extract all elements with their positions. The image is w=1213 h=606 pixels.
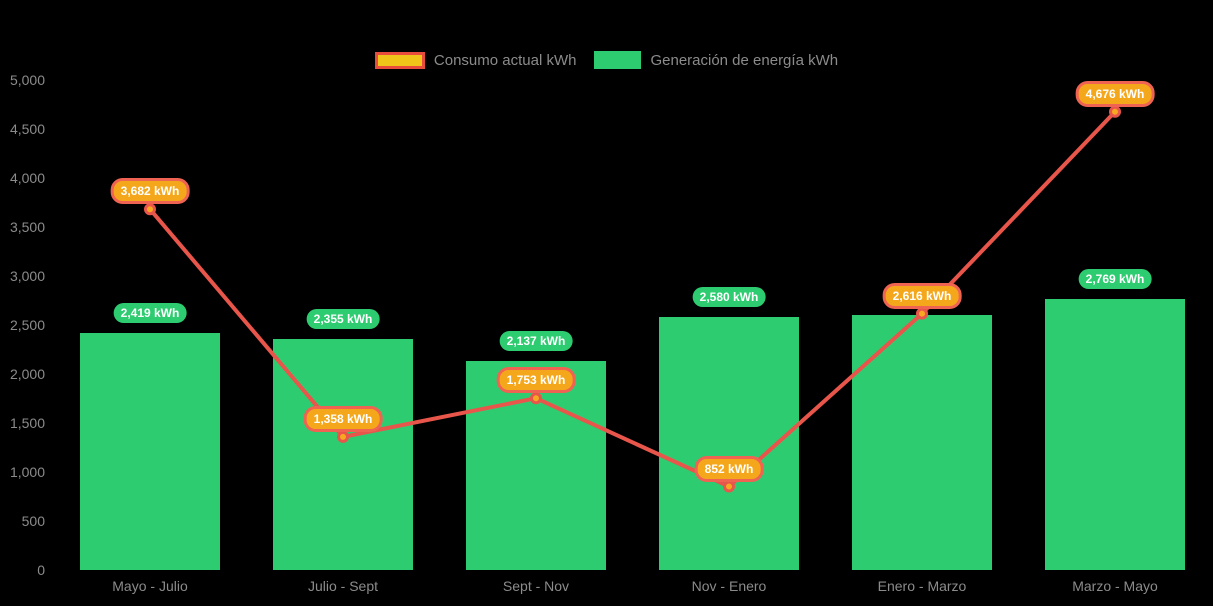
x-label-1: Julio - Sept	[307, 578, 379, 594]
x-label-2: Sept - Nov	[502, 578, 570, 594]
legend-label-consumo: Consumo actual kWh	[433, 51, 577, 69]
bar-badge-2: 2,137 kWh	[499, 330, 573, 351]
line-badge-5: 4,676 kWh	[1075, 80, 1155, 107]
legend-item-generacion[interactable]: Generación de energía kWh	[594, 51, 838, 69]
y-tick-5000: 5,000	[9, 72, 45, 88]
consumo-point-1[interactable]	[337, 430, 349, 443]
bar-badge-1: 2,355 kWh	[306, 309, 380, 330]
line-badge-1: 1,358 kWh	[303, 405, 383, 432]
legend-item-consumo[interactable]: Consumo actual kWh	[374, 51, 577, 69]
y-tick-2500: 2,500	[9, 317, 45, 333]
consumo-point-4[interactable]	[916, 307, 928, 320]
x-label-0: Mayo - Julio	[112, 578, 188, 594]
bar-0[interactable]	[80, 332, 220, 570]
chart-legend: Consumo actual kWh Generación de energía…	[0, 51, 1213, 69]
x-label-3: Nov - Enero	[691, 578, 767, 594]
line-badge-2: 1,753 kWh	[496, 367, 576, 394]
consumo-point-2[interactable]	[530, 392, 542, 405]
y-tick-3000: 3,000	[9, 268, 45, 284]
line-badge-4: 2,616 kWh	[882, 282, 962, 309]
bar-badge-0: 2,419 kWh	[113, 302, 187, 323]
line-badge-3: 852 kWh	[694, 455, 764, 482]
line-badge-0: 3,682 kWh	[110, 178, 190, 205]
legend-label-generacion: Generación de energía kWh	[650, 51, 839, 69]
y-tick-1000: 1,000	[9, 464, 45, 480]
y-tick-4000: 4,000	[9, 170, 45, 186]
bar-badge-5: 2,769 kWh	[1078, 268, 1152, 289]
x-label-4: Enero - Marzo	[877, 578, 967, 594]
bar-5[interactable]	[1045, 298, 1185, 570]
consumo-swatch-icon	[374, 51, 425, 69]
consumo-point-3[interactable]	[723, 480, 735, 493]
consumo-point-5[interactable]	[1109, 105, 1121, 118]
generacion-swatch-icon	[594, 51, 642, 69]
consumo-line	[148, 110, 1117, 489]
y-tick-2000: 2,000	[9, 366, 45, 382]
y-tick-500: 500	[21, 513, 45, 529]
bar-badge-3: 2,580 kWh	[692, 287, 766, 308]
y-tick-0: 0	[37, 562, 45, 578]
y-tick-3500: 3,500	[9, 219, 45, 235]
consumo-point-0[interactable]	[144, 203, 156, 216]
x-label-5: Marzo - Mayo	[1072, 578, 1158, 594]
y-tick-1500: 1,500	[9, 415, 45, 431]
y-tick-4500: 4,500	[9, 121, 45, 137]
bar-1[interactable]	[273, 339, 413, 570]
